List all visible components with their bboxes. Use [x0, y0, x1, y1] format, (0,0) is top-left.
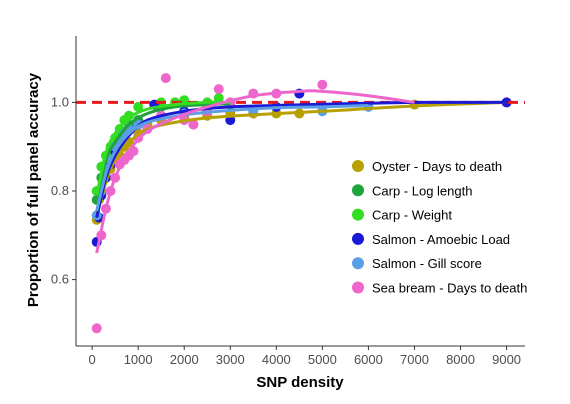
x-tick-label: 9000 [492, 352, 521, 367]
data-point [188, 119, 199, 130]
x-tick-label: 8000 [446, 352, 475, 367]
axes: 0 1000 2000 3000 4000 5000 6000 7000 8000 9000 0.… [51, 36, 525, 367]
y-tick-label: 0.6 [51, 272, 69, 287]
x-tick-label: 4000 [262, 352, 291, 367]
x-tick-label: 3000 [216, 352, 245, 367]
data-point [133, 101, 144, 112]
x-tick-label: 1000 [124, 352, 153, 367]
legend-item: Salmon - Amoebic Load [352, 232, 510, 247]
series-curve-1 [95, 102, 231, 203]
legend-label: Oyster - Days to death [372, 159, 502, 174]
data-point [91, 323, 102, 334]
legend-swatch [352, 184, 364, 197]
series-curve-5 [95, 89, 415, 254]
legend: Oyster - Days to death Carp - Log length C… [352, 159, 527, 296]
legend-label: Carp - Log length [372, 183, 472, 198]
legend-item: Sea bream - Days to death [352, 281, 527, 296]
x-tick-label: 7000 [400, 352, 429, 367]
legend-item: Oyster - Days to death [352, 159, 502, 174]
data-point [317, 79, 328, 90]
legend-label: Sea bream - Days to death [372, 281, 527, 296]
x-tick-label: 5000 [308, 352, 337, 367]
data-point [160, 73, 171, 84]
series-curve-4 [95, 104, 369, 212]
x-axis-title: SNP density [256, 374, 344, 391]
series-curve-0 [95, 100, 507, 216]
legend-swatch [352, 208, 364, 221]
x-tick-label: 0 [89, 352, 96, 367]
x-tick-label: 2000 [170, 352, 199, 367]
y-tick-label: 0.8 [51, 183, 69, 198]
y-axis-ticks: 0.6 0.8 1.0 [51, 94, 76, 287]
legend-swatch [352, 160, 364, 172]
y-axis-title: Proportion of full panel accuracy [25, 72, 42, 307]
y-tick-label: 1.0 [51, 94, 69, 109]
legend-item: Salmon - Gill score [352, 256, 482, 271]
legend-item: Carp - Log length [352, 183, 472, 198]
legend-label: Salmon - Gill score [372, 256, 482, 271]
legend-item: Carp - Weight [352, 208, 452, 223]
legend-swatch [352, 281, 364, 294]
data-point [213, 93, 224, 103]
legend-swatch [352, 232, 364, 245]
legend-swatch [352, 257, 364, 270]
series-curve-2 [95, 100, 231, 196]
x-tick-label: 6000 [354, 352, 383, 367]
legend-label: Carp - Weight [372, 208, 452, 223]
x-axis-ticks: 0 1000 2000 3000 4000 5000 6000 7000 8000 9000 [89, 346, 521, 367]
legend-label: Salmon - Amoebic Load [372, 232, 510, 247]
data-point [213, 84, 224, 95]
plot-area [76, 73, 525, 334]
